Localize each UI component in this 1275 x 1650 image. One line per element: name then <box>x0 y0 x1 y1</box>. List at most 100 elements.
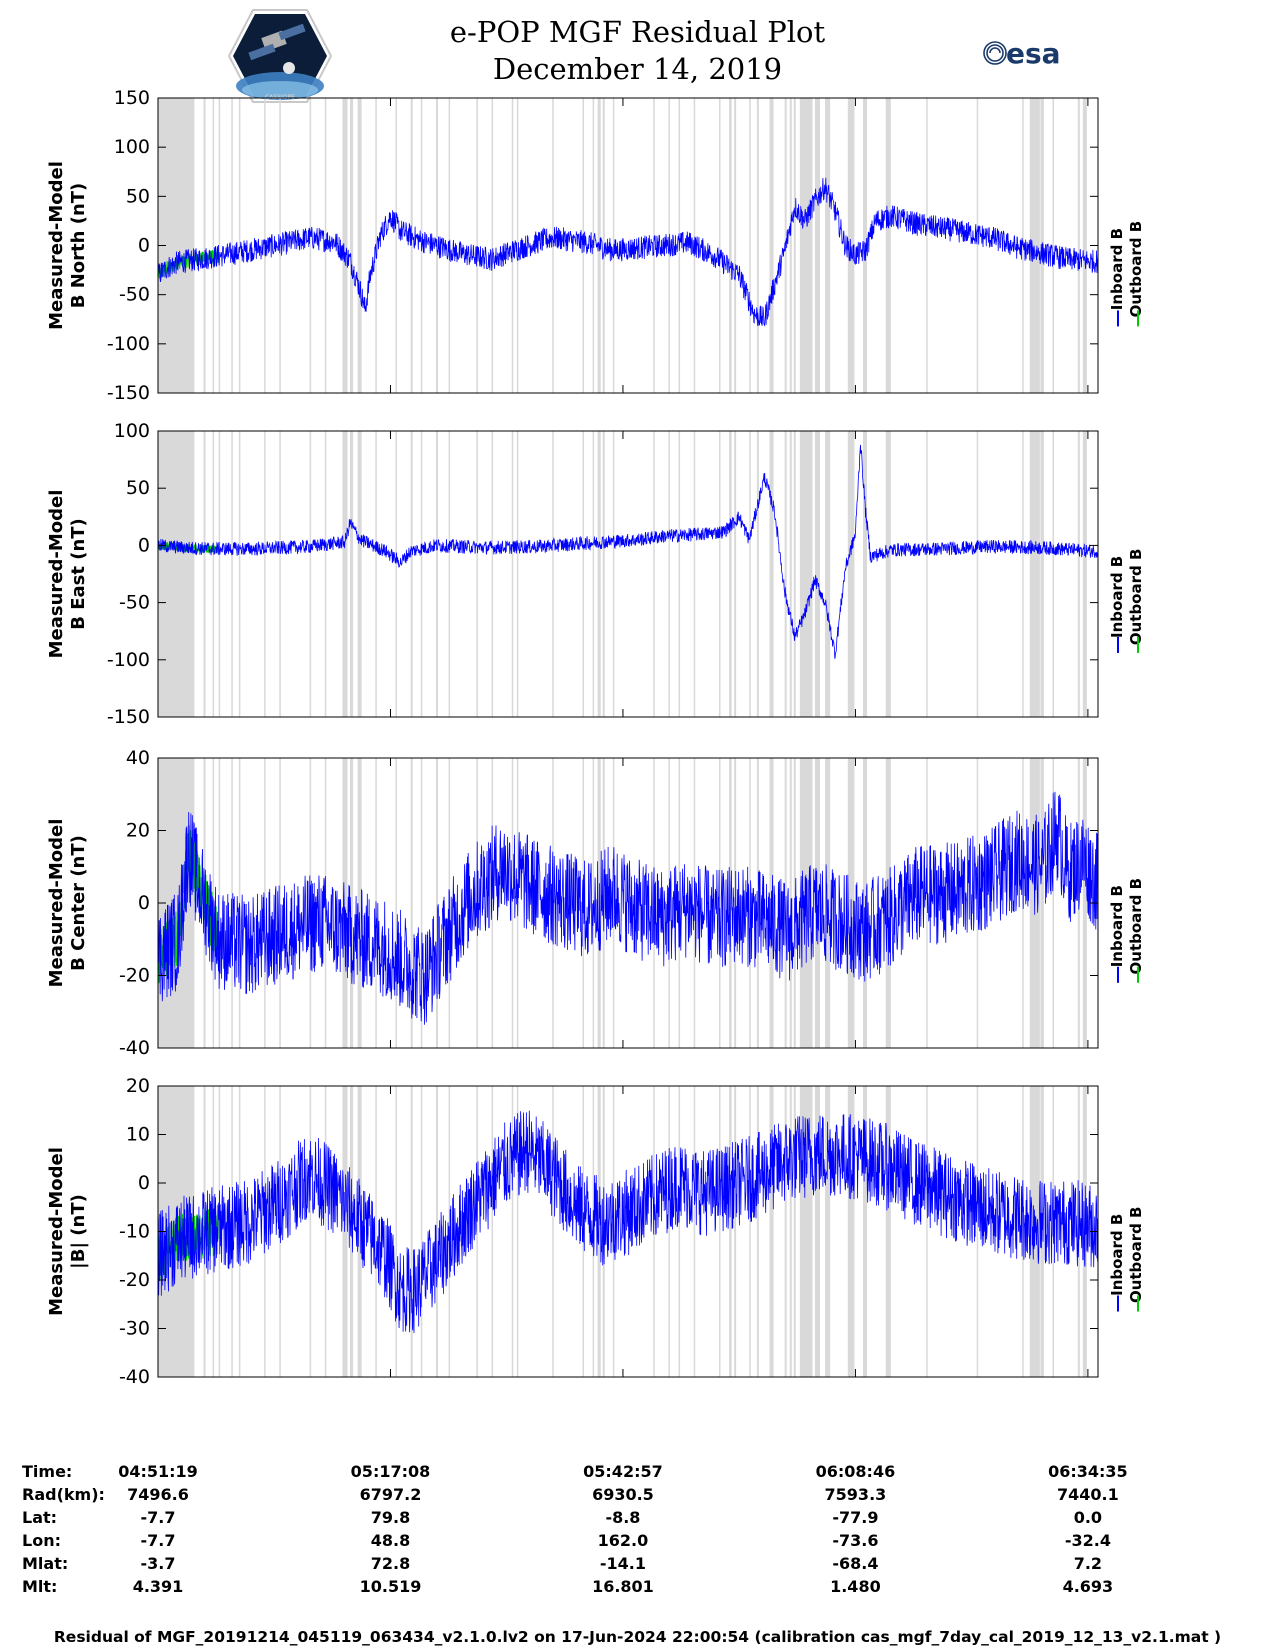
orbit-info-value: 1.480 <box>830 1577 881 1596</box>
data-gap-band <box>410 1086 413 1377</box>
data-gap-band <box>678 431 681 717</box>
y-tick-label: 0 <box>138 534 150 556</box>
data-gap-band <box>718 1086 721 1377</box>
orbit-info-row: Rad(km): 7496.6 6797.2 6930.5 7593.3 7440.1 <box>0 1485 1275 1509</box>
y-axis-label-line-2: B East (nT) <box>68 518 89 630</box>
legend-outboard-label: Outboard B <box>1127 221 1145 318</box>
data-gap-band <box>863 431 868 717</box>
data-gap-band <box>718 758 721 1048</box>
data-gap-band <box>847 98 855 393</box>
orbit-info-row-label: Time: <box>22 1462 73 1481</box>
y-tick-label: -30 <box>119 1318 150 1340</box>
data-gap-band <box>729 98 732 393</box>
data-gap-band <box>784 1086 787 1377</box>
orbit-info-value: 4.391 <box>132 1577 184 1596</box>
data-gap-band <box>769 431 774 717</box>
data-gap-band <box>885 1086 891 1377</box>
orbit-info-value: 06:34:35 <box>1048 1462 1128 1481</box>
y-tick-label: 40 <box>126 747 150 769</box>
data-gap-band <box>793 98 796 393</box>
data-gap-band <box>976 431 979 717</box>
data-gap-band <box>264 758 266 1048</box>
orbit-info-value: 04:51:19 <box>118 1462 198 1481</box>
orbit-info-row-label: Lat: <box>22 1508 58 1527</box>
y-tick-label: -150 <box>107 382 150 404</box>
panel-3: -40 -20 0 20 40 Measured-ModelB Center (nT) In… <box>46 747 1145 1059</box>
y-tick-label: 20 <box>126 820 150 842</box>
orbit-info-value: 79.8 <box>370 1508 411 1527</box>
y-tick-label: -50 <box>119 284 150 306</box>
data-gap-band <box>756 431 759 717</box>
data-gap-band <box>749 758 751 1048</box>
data-gap-band <box>926 1086 928 1377</box>
data-gap-band <box>678 1086 681 1377</box>
y-tick-label: 150 <box>114 87 150 109</box>
data-gap-band <box>420 758 423 1048</box>
data-gap-band <box>1052 431 1055 717</box>
y-tick-label: -10 <box>119 1221 150 1243</box>
data-gap-band <box>410 758 413 1048</box>
data-gap-band <box>342 431 348 717</box>
orbit-info-value: -73.6 <box>832 1531 879 1550</box>
data-gap-band <box>1082 758 1087 1048</box>
data-gap-band <box>793 1086 796 1377</box>
data-gap-band <box>357 431 362 717</box>
data-gap-band <box>693 431 696 717</box>
data-gap-band <box>435 1086 438 1377</box>
orbit-info-value: 05:42:57 <box>583 1462 663 1481</box>
data-gap-band <box>279 431 281 717</box>
inboard-series-line <box>157 1110 1099 1334</box>
data-gap-band <box>582 98 585 393</box>
esa-logo-icon: esa <box>983 37 1061 70</box>
data-gap-band <box>357 98 362 393</box>
data-gap-band <box>926 758 928 1048</box>
data-gap-band <box>158 431 195 717</box>
data-gap-band <box>885 431 891 717</box>
data-gap-band <box>375 431 377 717</box>
orbit-info-value: -14.1 <box>599 1554 646 1573</box>
data-gap-band <box>350 98 354 393</box>
data-gap-band <box>976 1086 979 1377</box>
y-tick-label: -40 <box>119 1037 150 1059</box>
data-gap-band <box>350 758 354 1048</box>
legend-outboard-label: Outboard B <box>1127 549 1145 646</box>
y-axis-label: Measured-Model|B| (nT) <box>46 1147 89 1316</box>
orbit-info-value: 7.2 <box>1073 1554 1103 1573</box>
data-gap-band <box>231 758 233 1048</box>
y-tick-label: 100 <box>114 136 150 158</box>
orbit-info-value: 6930.5 <box>592 1485 654 1504</box>
data-gap-band <box>789 431 792 717</box>
y-axis-label-line-1: Measured-Model <box>46 1147 67 1316</box>
y-axis-label: Measured-ModelB East (nT) <box>46 490 89 659</box>
data-gap-band <box>375 98 377 393</box>
data-gap-band <box>734 431 737 717</box>
panel-4: -40 -30 -20 -10 0 10 20 Measured-Model|B| (nT) I… <box>46 1075 1145 1388</box>
y-tick-label: 20 <box>126 1075 150 1097</box>
data-gap-band <box>435 431 438 717</box>
legend-labels: Inboard BOutboard B <box>1108 549 1145 646</box>
data-gap-band <box>1022 431 1024 717</box>
data-gap-band <box>212 98 215 393</box>
orbit-info-value: 7496.6 <box>127 1485 189 1504</box>
orbit-info-row-label: Rad(km): <box>22 1485 105 1504</box>
data-gap-band <box>516 431 519 717</box>
legend-inboard-label: Inboard B <box>1108 885 1126 967</box>
data-gap-band <box>734 758 737 1048</box>
data-gap-band <box>756 1086 759 1377</box>
data-gap-band <box>476 431 478 717</box>
data-gap-band <box>653 431 655 717</box>
data-gap-band <box>825 1086 831 1377</box>
y-tick-label: 10 <box>126 1124 150 1146</box>
data-gap-band <box>511 431 514 717</box>
title-line-2: December 14, 2019 <box>492 52 783 86</box>
data-gap-band <box>734 1086 737 1377</box>
orbit-info-value: 06:08:46 <box>815 1462 896 1481</box>
data-gap-band <box>410 431 413 717</box>
y-tick-label: 0 <box>138 235 150 257</box>
data-gap-band <box>203 431 206 717</box>
legend-labels: Inboard BOutboard B <box>1108 1206 1145 1303</box>
data-gap-band <box>1040 431 1044 717</box>
y-tick-label: 0 <box>138 892 150 914</box>
orbit-info-table: Time: 04:51:19 05:17:08 05:42:57 06:08:46 06:… <box>0 1462 1275 1622</box>
data-gap-band <box>238 98 241 393</box>
